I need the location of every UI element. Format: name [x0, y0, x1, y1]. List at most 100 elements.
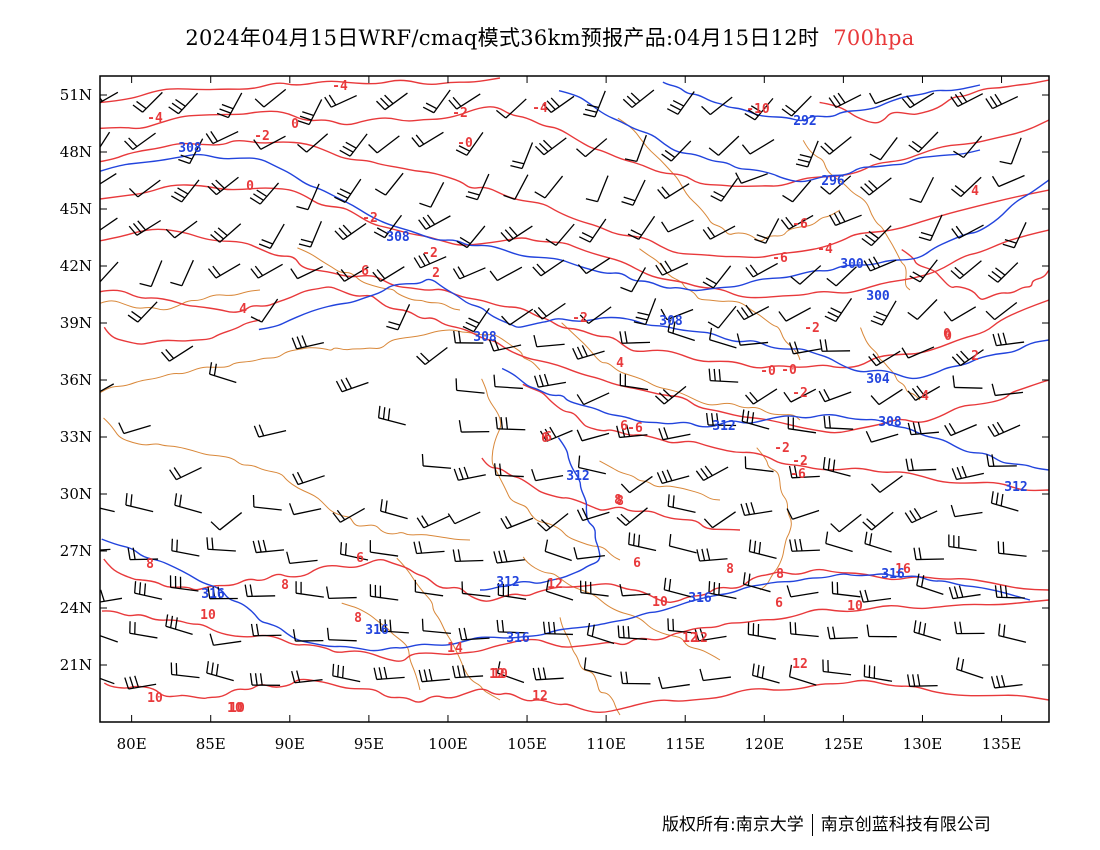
wind-barb: [865, 430, 899, 443]
wind-barb: [544, 539, 572, 562]
x-tick-label: 85E: [196, 735, 226, 753]
geopotential-label: 304: [866, 372, 890, 387]
wind-barb: [453, 466, 486, 481]
wind-barb: [376, 92, 408, 111]
wind-barb: [458, 420, 490, 433]
temperature-label: 10: [847, 599, 863, 614]
wind-barb: [869, 137, 898, 161]
wind-barb: [909, 176, 935, 203]
temperature-isotherm: [103, 319, 261, 345]
wind-barb: [254, 88, 287, 108]
x-tick-label: 95E: [354, 735, 384, 753]
wind-barb: [413, 253, 447, 269]
wind-barb: [545, 579, 574, 601]
wind-barb: [819, 339, 851, 352]
wind-barb: [620, 267, 647, 293]
wind-barb: [452, 549, 484, 562]
wind-barb: [100, 217, 118, 231]
wind-barb: [744, 97, 774, 121]
wind-barb: [944, 422, 977, 437]
wind-barb: [542, 95, 575, 113]
temperature-label: 4: [921, 389, 929, 404]
wind-barb: [820, 175, 852, 195]
wind-barb: [741, 409, 770, 430]
wind-barb: [744, 456, 774, 473]
wind-barb: [453, 330, 484, 344]
wind-barb: [948, 585, 981, 600]
wind-barb: [627, 215, 656, 240]
wind-barb: [702, 265, 732, 289]
temperature-isotherm: [100, 77, 501, 104]
wind-barb: [503, 174, 529, 201]
wind-barb: [795, 140, 819, 168]
wind-barb: [950, 91, 984, 108]
wind-barb: [118, 422, 151, 435]
wind-barb: [830, 513, 862, 533]
wind-barb: [991, 174, 1025, 188]
wind-barb: [379, 619, 409, 634]
wind-barb: [455, 378, 485, 394]
wind-barb: [161, 345, 194, 362]
wind-barb: [534, 175, 564, 199]
wind-barb: [132, 91, 163, 113]
temperature-label: -4: [332, 79, 348, 94]
wind-barb: [952, 375, 983, 389]
wind-barb: [705, 412, 737, 427]
temperature-label: -4: [817, 242, 833, 257]
wind-barb: [863, 664, 893, 682]
temperature-isotherm: [101, 599, 1049, 662]
country-borders: [100, 117, 921, 716]
temperature-label: 0: [291, 117, 299, 132]
wind-barb: [620, 671, 651, 685]
wind-barb: [418, 214, 451, 230]
wind-barb: [950, 260, 982, 280]
wind-barb: [818, 389, 852, 403]
wind-barb: [905, 458, 937, 472]
wind-barb: [500, 225, 533, 242]
wind-barb: [788, 664, 817, 686]
temperature-label: -6: [790, 467, 806, 482]
x-tick-label: 90E: [275, 735, 305, 753]
temperature-label: 0: [944, 329, 952, 344]
y-tick-label: 24N: [60, 599, 92, 617]
temperature-label: -4: [532, 101, 548, 116]
wind-barb: [326, 627, 357, 642]
wind-barb: [859, 589, 892, 603]
temperature-isotherm: [100, 286, 1049, 434]
temperature-label: 8: [146, 557, 154, 572]
wind-barb: [736, 333, 769, 346]
geopotential-label: 312: [712, 419, 735, 434]
x-tick-label: 110E: [586, 735, 626, 753]
wind-barb: [943, 306, 977, 322]
wind-barb: [866, 624, 897, 638]
border-line: [297, 247, 461, 311]
temperature-isotherm: [100, 140, 1049, 259]
wind-barb: [413, 541, 445, 555]
wind-barb: [628, 532, 657, 552]
wind-barb: [702, 225, 736, 240]
border-line: [100, 289, 261, 311]
wind-barb: [416, 515, 450, 529]
wind-barb: [654, 385, 687, 405]
geopotential-contours: [100, 81, 1049, 652]
temperature-label: 0: [943, 327, 951, 342]
wind-barb: [291, 670, 323, 684]
wind-barb: [419, 182, 445, 208]
wind-barb: [617, 625, 647, 641]
temperature-isotherm: [103, 558, 1049, 604]
wind-barb: [751, 663, 780, 684]
temperature-label: 10: [492, 667, 508, 682]
wind-barb: [954, 621, 985, 635]
wind-barb: [335, 377, 369, 393]
wind-barb: [907, 674, 938, 687]
geopotential-label: 316: [881, 567, 905, 582]
geopotential-label: 312: [1004, 480, 1027, 495]
wind-barb: [658, 427, 691, 441]
wind-barb: [253, 135, 286, 150]
wind-barb: [416, 346, 448, 366]
wind-barb: [913, 547, 944, 561]
wind-barb: [829, 210, 862, 226]
wind-barb: [534, 137, 567, 156]
wind-barb: [621, 179, 646, 206]
wind-barb: [168, 92, 199, 115]
